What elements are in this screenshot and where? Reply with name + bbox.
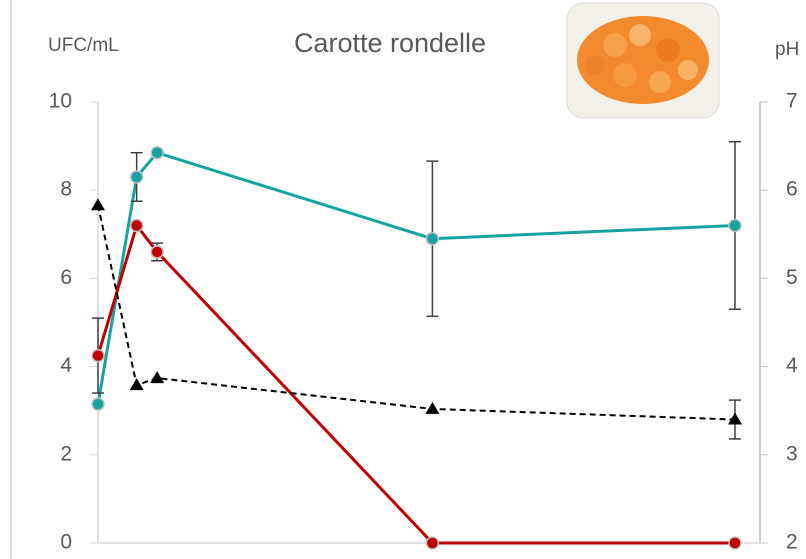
series-line xyxy=(96,150,736,405)
y2-tick-label: 2 xyxy=(786,531,798,554)
point xyxy=(150,245,164,259)
point xyxy=(150,371,165,384)
point xyxy=(728,218,742,233)
y2-axis-label: pH xyxy=(775,39,799,60)
y-tick-label: 8 xyxy=(60,178,72,201)
chart-title: Carotte rondelle xyxy=(294,28,486,58)
point xyxy=(129,170,144,184)
point xyxy=(150,145,164,160)
y-tick-label: 10 xyxy=(49,90,72,113)
y-tick-label: 6 xyxy=(60,266,72,289)
series-line xyxy=(97,204,736,421)
y2-tick-label: 5 xyxy=(786,266,798,289)
point xyxy=(91,397,105,411)
y-tick-label: 4 xyxy=(60,354,72,377)
point xyxy=(727,412,742,425)
point xyxy=(425,401,440,414)
y-axis-label: UFC/mL xyxy=(48,35,119,56)
y2-tick-label: 3 xyxy=(786,442,798,465)
point xyxy=(425,231,440,246)
y-tick-label: 0 xyxy=(60,531,72,554)
y2-tick-label: 6 xyxy=(786,178,798,201)
y2-tick-label: 4 xyxy=(786,354,798,377)
y2-tick-label: 7 xyxy=(786,90,798,113)
point xyxy=(728,536,742,550)
series-line xyxy=(96,222,735,545)
point xyxy=(91,198,105,211)
carrot-photo xyxy=(566,2,720,119)
point xyxy=(91,348,105,363)
point xyxy=(129,378,144,391)
point xyxy=(425,536,440,550)
point xyxy=(129,218,144,233)
y-tick-label: 2 xyxy=(60,442,72,465)
